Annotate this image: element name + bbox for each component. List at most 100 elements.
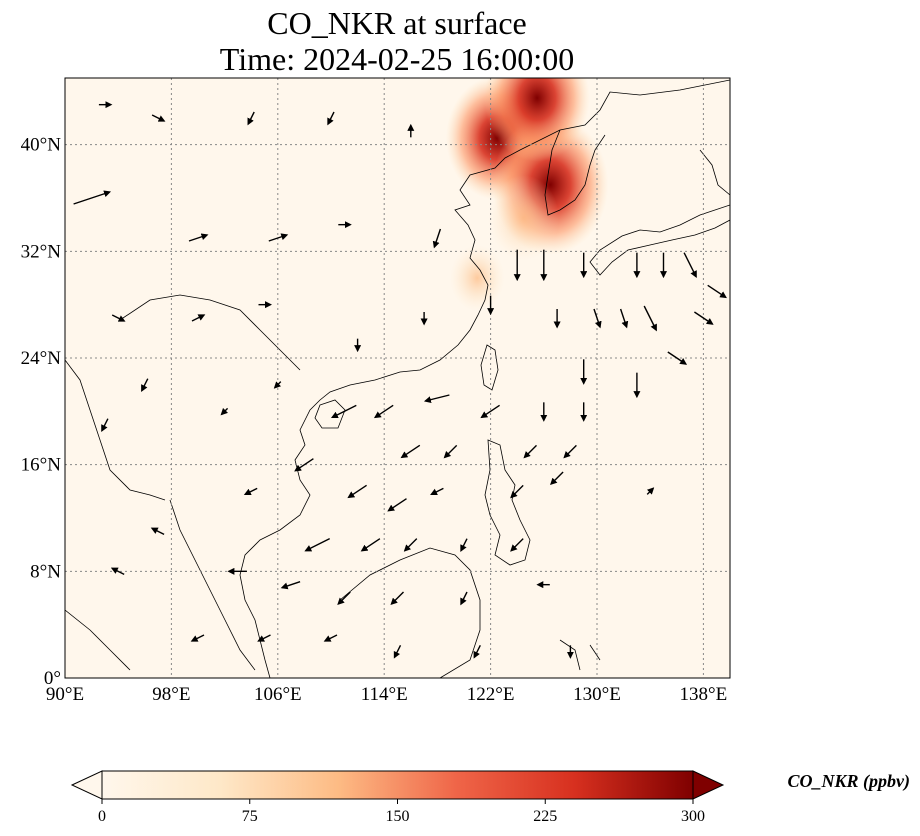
- wind-arrow: [110, 567, 125, 575]
- taiwan-coastline: [480, 344, 499, 391]
- wind-arrow: [191, 314, 206, 322]
- wind-arrow: [480, 404, 500, 419]
- wind-arrow: [707, 284, 727, 299]
- korea-coastline: [544, 129, 606, 216]
- map-background: [65, 78, 730, 678]
- wind-vectors: [73, 101, 727, 659]
- wind-arrow: [460, 538, 468, 553]
- colorbar-tick-label: 75: [242, 808, 258, 825]
- coastlines: [65, 79, 730, 678]
- gridlines: [65, 78, 730, 678]
- y-tick-label: 24°N: [21, 348, 62, 369]
- wind-arrow: [550, 471, 564, 486]
- wind-arrow: [141, 378, 149, 393]
- wind-arrow: [443, 444, 458, 459]
- wind-arrow: [432, 228, 442, 249]
- wind-arrow: [247, 111, 255, 126]
- wind-arrow: [403, 538, 418, 552]
- wind-arrow: [563, 444, 577, 459]
- china-coastline: [239, 79, 730, 678]
- colorbar-ticks: 0 75 150 225 300: [98, 799, 705, 825]
- philippines-coastline: [484, 439, 531, 566]
- x-tick-label: 122°E: [467, 684, 515, 705]
- wind-arrow: [694, 311, 714, 325]
- wind-arrow: [304, 538, 331, 552]
- wind-arrow: [190, 634, 205, 642]
- wind-arrow: [337, 591, 351, 606]
- wind-arrow: [510, 538, 524, 552]
- x-tick-label: 98°E: [152, 684, 190, 705]
- wind-arrow: [243, 487, 258, 496]
- colorbar-tick-label: 0: [98, 808, 106, 825]
- wind-arrow: [619, 308, 629, 329]
- y-tick-label: 40°N: [21, 135, 62, 156]
- indochina-border: [119, 294, 301, 371]
- wind-arrow: [646, 487, 655, 495]
- colorbar: 0 75 150 225 300 CO_NKR (ppbv): [70, 770, 910, 825]
- y-tick-label: 32°N: [21, 241, 62, 262]
- wind-arrow: [347, 484, 367, 499]
- x-axis-ticks: 90°E 98°E 106°E 114°E 122°E 130°E 138°E: [46, 684, 727, 705]
- colorbar-tick-label: 150: [386, 808, 410, 825]
- wind-arrow: [373, 404, 394, 419]
- wind-arrow: [360, 538, 381, 552]
- wind-arrow: [280, 581, 301, 590]
- japan-north-coastline: [699, 149, 730, 196]
- wind-arrow: [111, 314, 126, 322]
- wind-arrow: [101, 418, 109, 433]
- x-tick-label: 106°E: [254, 684, 302, 705]
- concentration-hotspot: [484, 78, 590, 162]
- wind-arrow: [393, 645, 402, 659]
- colorbar-tick-label: 300: [681, 808, 705, 825]
- wind-arrow: [151, 114, 166, 122]
- wind-arrow: [423, 394, 450, 404]
- colorbar-tick-label: 225: [533, 808, 557, 825]
- wind-arrow: [257, 634, 271, 642]
- x-tick-label: 114°E: [361, 684, 408, 705]
- malay-peninsula: [169, 499, 256, 671]
- y-tick-label: 16°N: [21, 455, 62, 476]
- y-axis-ticks: 0° 8°N 16°N 24°N 32°N 40°N: [21, 135, 62, 689]
- hainan-coastline: [314, 399, 346, 429]
- japan-coastline: [589, 204, 730, 276]
- wind-arrow: [387, 498, 407, 512]
- x-tick-label: 130°E: [573, 684, 621, 705]
- wind-arrow: [473, 645, 481, 659]
- wind-arrow: [268, 233, 289, 242]
- wind-arrow: [150, 527, 165, 535]
- colorbar-extend-low: [70, 770, 103, 800]
- x-tick-label: 90°E: [46, 684, 84, 705]
- wind-arrow: [390, 591, 404, 606]
- wind-arrow: [523, 444, 537, 459]
- wind-arrow: [188, 233, 209, 242]
- y-tick-label: 8°N: [30, 561, 61, 582]
- sumatra-coastline: [65, 609, 131, 671]
- wind-arrow: [330, 404, 357, 419]
- wind-arrow: [460, 591, 468, 606]
- wind-arrow: [667, 351, 688, 365]
- wind-arrow: [294, 458, 314, 472]
- wind-arrow: [273, 381, 282, 389]
- map-layer: [65, 78, 730, 678]
- x-tick-label: 138°E: [680, 684, 728, 705]
- map-frame: [64, 77, 731, 679]
- wind-arrow: [683, 252, 697, 279]
- concentration-hotspot: [449, 244, 505, 312]
- wind-arrow: [73, 190, 112, 205]
- chart-title: CO_NKR at surface: [267, 5, 526, 41]
- wind-arrow: [323, 634, 338, 642]
- colorbar-body: [101, 770, 694, 800]
- colorbar-extend-high: [692, 770, 725, 800]
- wind-arrow: [430, 487, 444, 496]
- bay-of-bengal-coast: [65, 359, 166, 501]
- sulawesi-coastline: [559, 639, 601, 671]
- wind-arrow: [643, 305, 657, 332]
- wind-arrow: [400, 444, 421, 459]
- concentration-hotspot: [488, 175, 560, 261]
- wind-arrow: [593, 308, 602, 329]
- wind-arrow: [327, 111, 335, 126]
- borneo-coastline: [339, 547, 481, 678]
- chart-subtitle: Time: 2024-02-25 16:00:00: [220, 41, 574, 77]
- wind-arrow: [510, 484, 524, 499]
